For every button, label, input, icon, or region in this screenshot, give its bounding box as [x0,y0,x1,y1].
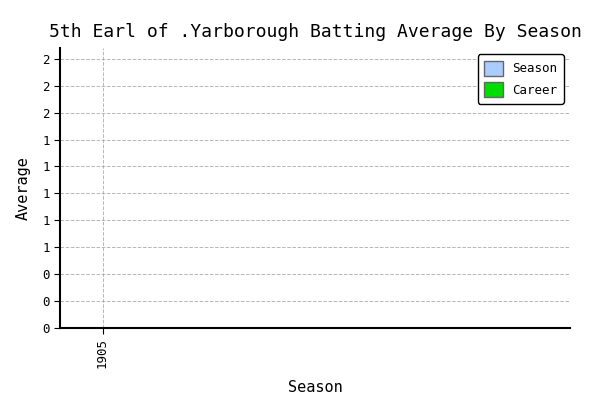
X-axis label: Season: Season [287,380,343,394]
Y-axis label: Average: Average [16,156,31,220]
Title: 5th Earl of .Yarborough Batting Average By Season: 5th Earl of .Yarborough Batting Average … [49,23,581,41]
Legend: Season, Career: Season, Career [478,54,564,104]
